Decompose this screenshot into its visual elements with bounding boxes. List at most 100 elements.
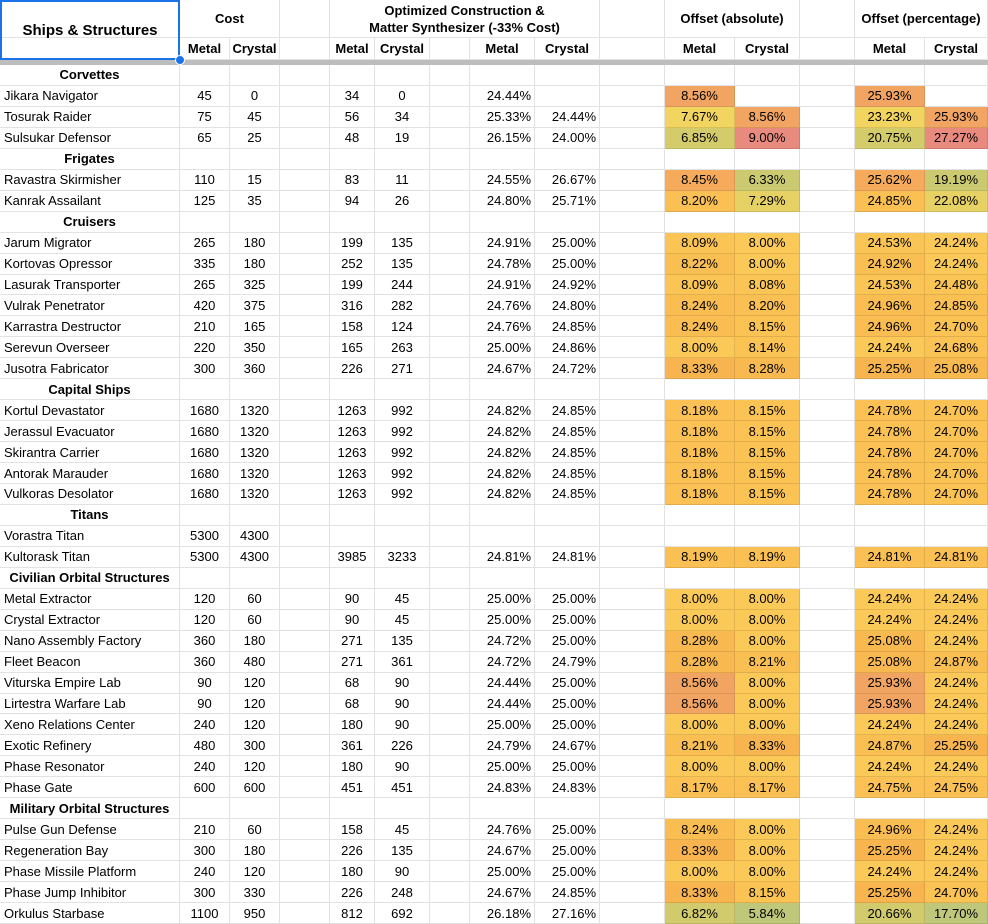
- empty-cell[interactable]: [375, 65, 430, 86]
- offset-abs-crystal-cell[interactable]: 8.15%: [735, 442, 800, 464]
- offset-pct-crystal-cell[interactable]: 25.25%: [925, 735, 988, 757]
- optimized-metal-cell[interactable]: 1263: [330, 463, 375, 485]
- optimized-crystal-cell[interactable]: 124: [375, 316, 430, 338]
- optimized-crystal-cell[interactable]: 992: [375, 484, 430, 505]
- offset-abs-metal-cell[interactable]: 8.33%: [665, 840, 735, 862]
- spacer-cell[interactable]: [280, 463, 330, 485]
- optimized-metal-pct-cell[interactable]: 25.33%: [470, 106, 535, 128]
- cost-crystal-cell[interactable]: 300: [230, 735, 280, 757]
- empty-cell[interactable]: [735, 798, 800, 820]
- cost-crystal-cell[interactable]: 1320: [230, 442, 280, 464]
- spacer-cell[interactable]: [600, 274, 665, 296]
- optimized-metal-cell[interactable]: 226: [330, 358, 375, 380]
- empty-cell[interactable]: [925, 65, 988, 86]
- empty-cell[interactable]: [735, 379, 800, 401]
- spacer-cell[interactable]: [800, 840, 855, 862]
- offset-pct-crystal-cell[interactable]: 24.24%: [925, 588, 988, 610]
- optimized-metal-pct-cell[interactable]: 25.00%: [470, 756, 535, 778]
- offset-pct-crystal-cell[interactable]: 24.24%: [925, 253, 988, 275]
- optimized-metal-pct-cell[interactable]: 24.44%: [470, 672, 535, 694]
- spacer-cell[interactable]: [430, 85, 470, 107]
- offset-pct-crystal-header[interactable]: Crystal: [925, 38, 988, 60]
- offset-abs-crystal-header[interactable]: Crystal: [735, 38, 800, 60]
- offset-abs-crystal-cell[interactable]: 6.33%: [735, 169, 800, 191]
- cost-metal-cell[interactable]: 90: [180, 672, 230, 694]
- empty-cell[interactable]: [800, 148, 855, 170]
- empty-cell[interactable]: [375, 567, 430, 589]
- offset-abs-crystal-cell[interactable]: 8.21%: [735, 651, 800, 673]
- ship-name-cell[interactable]: Kanrak Assailant: [0, 190, 180, 212]
- cost-crystal-cell[interactable]: 1320: [230, 463, 280, 485]
- optimized-group-header[interactable]: Optimized Construction & Matter Synthesi…: [330, 0, 600, 38]
- spacer-cell[interactable]: [600, 484, 665, 505]
- empty-cell[interactable]: [230, 798, 280, 820]
- ship-name-cell[interactable]: Pulse Gun Defense: [0, 819, 180, 841]
- spacer-cell[interactable]: [800, 714, 855, 736]
- ship-name-cell[interactable]: Regeneration Bay: [0, 840, 180, 862]
- cost-metal-cell[interactable]: 120: [180, 609, 230, 631]
- spacer-cell[interactable]: [600, 358, 665, 380]
- offset-abs-crystal-cell[interactable]: 8.00%: [735, 672, 800, 694]
- optimized-crystal-cell[interactable]: 19: [375, 127, 430, 149]
- spacer-cell[interactable]: [430, 127, 470, 149]
- offset-pct-crystal-cell[interactable]: 24.68%: [925, 337, 988, 359]
- empty-cell[interactable]: [230, 379, 280, 401]
- empty-cell[interactable]: [330, 504, 375, 526]
- spacer-cell[interactable]: [430, 484, 470, 505]
- offset-abs-crystal-cell[interactable]: 9.00%: [735, 127, 800, 149]
- offset-abs-crystal-cell[interactable]: 8.15%: [735, 463, 800, 485]
- empty-cell[interactable]: [535, 798, 600, 820]
- offset-pct-metal-cell[interactable]: 25.93%: [855, 85, 925, 107]
- offset-pct-metal-cell[interactable]: 24.24%: [855, 714, 925, 736]
- optimized-metal-pct-cell[interactable]: 24.82%: [470, 484, 535, 505]
- empty-cell[interactable]: [735, 567, 800, 589]
- cost-metal-cell[interactable]: 1100: [180, 903, 230, 924]
- optimized-metal-pct-cell[interactable]: 24.67%: [470, 840, 535, 862]
- cost-group-header[interactable]: Cost: [180, 0, 280, 38]
- empty-cell[interactable]: [600, 798, 665, 820]
- spacer-cell[interactable]: [430, 169, 470, 191]
- spacer-cell[interactable]: [280, 819, 330, 841]
- frozen-row-divider[interactable]: [0, 60, 988, 65]
- spacer-cell[interactable]: [280, 38, 330, 60]
- offset-pct-metal-cell[interactable]: 24.78%: [855, 442, 925, 464]
- cost-metal-cell[interactable]: 120: [180, 588, 230, 610]
- empty-cell[interactable]: [180, 798, 230, 820]
- optimized-metal-cell[interactable]: 252: [330, 253, 375, 275]
- spacer-cell[interactable]: [800, 106, 855, 128]
- empty-cell[interactable]: [535, 567, 600, 589]
- ship-name-cell[interactable]: Vorastra Titan: [0, 525, 180, 547]
- offset-pct-metal-cell[interactable]: 20.66%: [855, 903, 925, 924]
- spacer-cell[interactable]: [280, 861, 330, 883]
- optimized-metal-pct-cell[interactable]: 24.76%: [470, 295, 535, 317]
- empty-cell[interactable]: [470, 798, 535, 820]
- offset-abs-metal-cell[interactable]: 8.20%: [665, 190, 735, 212]
- optimized-metal-pct-cell[interactable]: 26.18%: [470, 903, 535, 924]
- offset-pct-crystal-cell[interactable]: 19.19%: [925, 169, 988, 191]
- optimized-metal-pct-cell[interactable]: 24.79%: [470, 735, 535, 757]
- category-cell[interactable]: Military Orbital Structures: [0, 798, 180, 820]
- spacer-cell[interactable]: [430, 882, 470, 904]
- optimized-metal-pct-cell[interactable]: 24.82%: [470, 421, 535, 443]
- empty-cell[interactable]: [280, 148, 330, 170]
- empty-cell[interactable]: [855, 504, 925, 526]
- offset-abs-crystal-cell[interactable]: 8.00%: [735, 630, 800, 652]
- optimized-metal-cell[interactable]: 1263: [330, 442, 375, 464]
- cost-crystal-cell[interactable]: 1320: [230, 484, 280, 505]
- offset-pct-metal-cell[interactable]: 24.96%: [855, 295, 925, 317]
- spacer-cell[interactable]: [280, 190, 330, 212]
- spacer-cell[interactable]: [800, 609, 855, 631]
- offset-pct-crystal-cell[interactable]: 24.70%: [925, 882, 988, 904]
- spacer-cell[interactable]: [280, 127, 330, 149]
- spacer-cell[interactable]: [430, 714, 470, 736]
- offset-pct-crystal-cell[interactable]: 24.48%: [925, 274, 988, 296]
- spacer-cell[interactable]: [430, 190, 470, 212]
- spacer-cell[interactable]: [800, 484, 855, 505]
- optimized-metal-cell[interactable]: 34: [330, 85, 375, 107]
- spacer-cell[interactable]: [800, 400, 855, 422]
- cost-crystal-cell[interactable]: 180: [230, 630, 280, 652]
- spacer-cell[interactable]: [280, 232, 330, 254]
- spacer-cell[interactable]: [800, 421, 855, 443]
- optimized-metal-pct-cell[interactable]: 26.15%: [470, 127, 535, 149]
- optimized-crystal-pct-cell[interactable]: 24.44%: [535, 106, 600, 128]
